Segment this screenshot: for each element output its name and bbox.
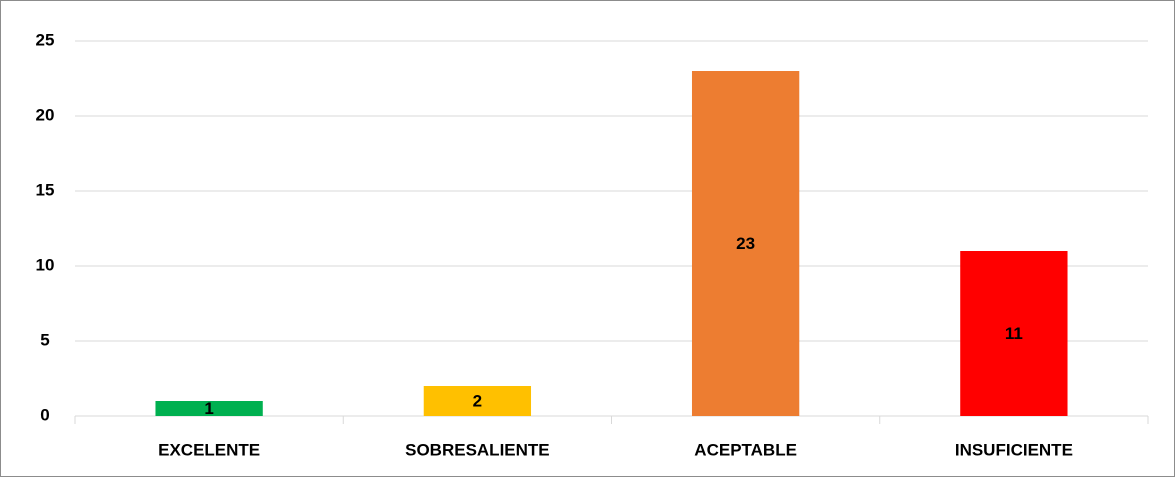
- bar: [960, 251, 1068, 416]
- x-tick-label: SOBRESALIENTE: [405, 440, 550, 459]
- data-label: 11: [1005, 324, 1023, 343]
- y-tick-label: 5: [40, 330, 49, 349]
- y-tick-label: 25: [36, 30, 55, 49]
- y-tick-label: 0: [40, 405, 49, 424]
- y-tick-label: 10: [36, 255, 55, 274]
- data-label: 1: [204, 399, 213, 418]
- data-label: 2: [473, 391, 482, 410]
- bar: [155, 401, 263, 416]
- x-tick-label: ACEPTABLE: [694, 440, 797, 459]
- bar: [423, 386, 532, 416]
- y-tick-label: 20: [36, 105, 55, 124]
- y-tick-label: 15: [36, 180, 55, 199]
- bar: [691, 71, 800, 416]
- data-label: 23: [736, 234, 755, 253]
- x-tick-label: INSUFICIENTE: [955, 440, 1073, 459]
- x-tick-label: EXCELENTE: [158, 440, 260, 459]
